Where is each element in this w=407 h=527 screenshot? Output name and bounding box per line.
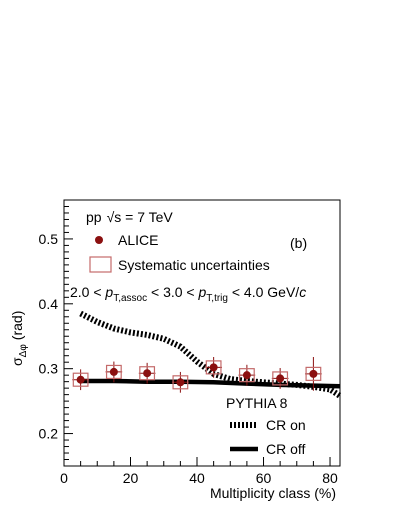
data-point [143,369,152,378]
model-label: PYTHIA 8 [226,395,288,411]
data-point [242,371,251,380]
syst-box [205,360,222,375]
syst-box [172,375,189,390]
y-tick-label: 0.5 [39,231,59,247]
syst-box [105,364,122,380]
kin-c: c [299,284,306,300]
data-point [276,374,285,383]
data-point [309,369,318,378]
panel-label: (b) [290,235,307,251]
kin-p-trig: p [198,284,207,300]
y-axis-title: σΔφ (rad) [9,311,29,366]
y-axis-title-unit: (rad) [9,311,25,341]
legend-alice-marker [95,236,103,244]
x-tick-label: 20 [123,470,139,486]
syst-box [72,372,89,387]
legend-syst-label: Systematic uncertainties [118,257,270,273]
data-point [76,375,85,384]
x-tick-label: 80 [322,470,338,486]
x-axis: 0 20 40 60 80 [60,457,338,486]
y-axis-title-sub: Δφ [18,344,29,358]
legend-cr-on-label: CR on [266,417,306,433]
syst-box [305,366,322,381]
kinematic-range: 2.0 < pT,assoc < 3.0 < pT,trig < 4.0 GeV… [70,284,306,304]
system-label: pp √s = 7 TeV [86,209,173,225]
system-pp: pp [86,209,102,225]
data-point [176,378,185,387]
kin-p-assoc: p [104,284,113,300]
syst-box [139,366,156,381]
syst-box [238,368,255,383]
x-axis-title: Multiplicity class (%) [210,485,336,501]
y-axis-title-main: σ [9,357,25,366]
y-tick-label: 0.2 [39,426,59,442]
y-axis: 0.2 0.3 0.4 0.5 [39,205,73,461]
y-tick-label: 0.4 [39,296,59,312]
kin-sub-trig: T,trig [206,293,228,304]
kin-sub-assoc: T,assoc [113,293,147,304]
legend-cr-off-label: CR off [266,441,306,457]
cr-off-curve [80,378,341,389]
kin-part-3: < 4.0 GeV/ [228,284,299,300]
plot-frame [63,199,341,467]
legend-syst-box [89,256,112,273]
x-tick-label: 0 [60,470,68,486]
syst-box [272,371,289,386]
x-tick-label: 60 [256,470,272,486]
legend-alice-label: ALICE [118,232,158,248]
system-energy: √s = 7 TeV [107,209,174,225]
alice-data-points [72,357,322,393]
y-tick-label: 0.3 [39,361,59,377]
kin-part-2: < 3.0 < [147,284,198,300]
data-point [209,363,218,372]
data-point [109,367,118,376]
x-tick-label: 40 [189,470,205,486]
kin-part-1: 2.0 < [70,284,105,300]
